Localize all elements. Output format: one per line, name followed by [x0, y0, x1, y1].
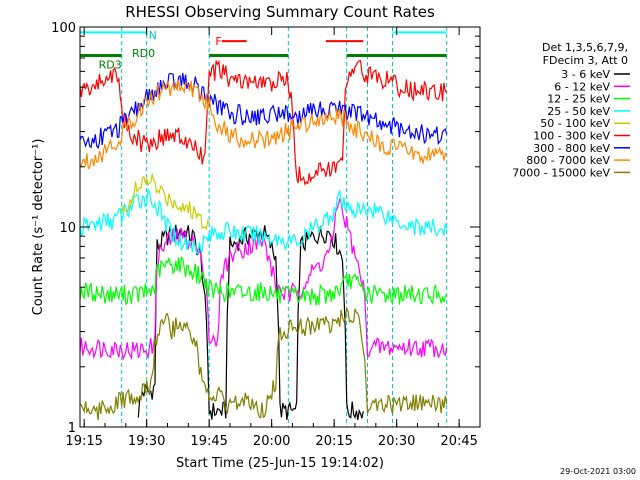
- series-line-6: [79, 72, 448, 150]
- annotation-n: N: [149, 29, 157, 42]
- series-line-5: [79, 59, 448, 186]
- legend-label-4: 50 - 100 keV: [540, 117, 610, 130]
- annotation-f: F: [215, 35, 221, 48]
- series-line-8: [79, 306, 448, 421]
- annotation-rd3: RD3: [99, 58, 122, 71]
- x-tick-label-0: 19:15: [65, 434, 102, 449]
- legend-label-5: 100 - 300 keV: [533, 130, 610, 143]
- series-layer: [79, 59, 448, 421]
- y-tick-label-0: 100: [51, 21, 76, 36]
- legend-label-3: 25 - 50 keV: [547, 105, 610, 118]
- y-tick-label-1: 10: [59, 221, 76, 236]
- series-line-3: [79, 188, 448, 255]
- legend-header-1: FDecim 3, Att 0: [543, 54, 628, 67]
- series-line-1: [79, 197, 448, 361]
- legend-label-8: 7000 - 15000 keV: [512, 166, 610, 179]
- y-axis-label: Count Rate (s⁻¹ detector⁻¹): [31, 139, 46, 316]
- legend-label-2: 12 - 25 keV: [547, 93, 610, 106]
- chart-title: RHESSI Observing Summary Count Rates: [125, 3, 435, 21]
- legend-label-7: 800 - 7000 keV: [526, 154, 610, 167]
- tick-layer: 19:15 19:30 19:45 20:00 20:15 20:30 20:45 100 10…: [51, 21, 481, 449]
- generation-timestamp: 29-Oct-2021 03:00: [560, 467, 636, 476]
- series-line-0: [137, 224, 364, 420]
- legend-label-1: 6 - 12 keV: [554, 80, 610, 93]
- plot-frame: [79, 26, 481, 428]
- legend: Det 1,3,5,6,7,9,FDecim 3, Att 03 - 6 keV…: [512, 41, 630, 179]
- legend-label-6: 300 - 800 keV: [533, 142, 610, 155]
- legend-header-0: Det 1,3,5,6,7,9,: [542, 41, 628, 54]
- x-tick-label-3: 20:00: [253, 434, 290, 449]
- x-tick-label-6: 20:45: [440, 434, 477, 449]
- x-tick-label-4: 20:15: [315, 434, 352, 449]
- x-axis-label: Start Time (25-Jun-15 19:14:02): [176, 456, 384, 471]
- series-line-7: [79, 79, 448, 170]
- x-tick-label-2: 19:45: [190, 434, 227, 449]
- overlay-layer: N F RD0 RD3: [80, 27, 448, 427]
- x-tick-label-1: 19:30: [128, 434, 165, 449]
- legend-label-0: 3 - 6 keV: [561, 68, 610, 81]
- x-tick-label-5: 20:30: [378, 434, 415, 449]
- y-tick-label-2: 1: [68, 421, 76, 436]
- annotation-rd0: RD0: [132, 47, 155, 60]
- series-line-4: [121, 173, 210, 231]
- series-line-2: [79, 256, 448, 306]
